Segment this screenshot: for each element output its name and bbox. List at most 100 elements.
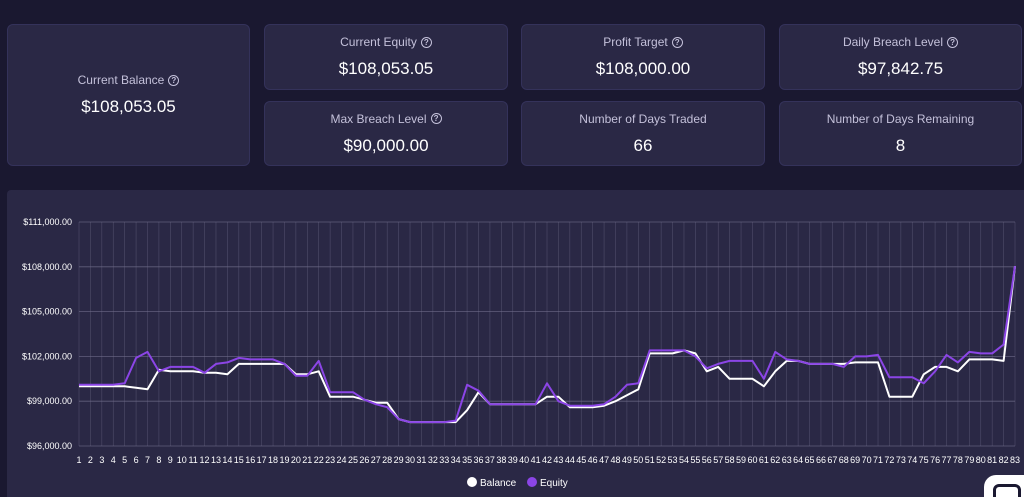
x-tick-label: 70 (862, 455, 872, 465)
x-tick-label: 34 (451, 455, 461, 465)
days-remaining-card: Number of Days Remaining 8 (779, 101, 1022, 166)
x-tick-label: 46 (588, 455, 598, 465)
days-remaining-label: Number of Days Remaining (826, 111, 975, 126)
x-tick-label: 78 (953, 455, 963, 465)
legend-marker-equity (527, 477, 537, 487)
x-tick-label: 56 (702, 455, 712, 465)
x-tick-label: 19 (279, 455, 289, 465)
daily-breach-level-card: Daily Breach Level ? $97,842.75 (779, 24, 1022, 90)
days-traded-card: Number of Days Traded 66 (521, 101, 765, 166)
days-remaining-value: 8 (895, 135, 906, 155)
x-tick-label: 62 (770, 455, 780, 465)
daily-breach-level-value: $97,842.75 (857, 59, 944, 78)
legend-marker-balance (467, 477, 477, 487)
x-tick-label: 57 (713, 455, 723, 465)
x-tick-label: 22 (314, 455, 324, 465)
x-tick-label: 5 (122, 455, 127, 465)
x-tick-label: 68 (839, 455, 849, 465)
help-icon[interactable]: ? (671, 36, 683, 48)
x-tick-label: 9 (168, 455, 173, 465)
x-tick-label: 50 (633, 455, 643, 465)
x-tick-label: 63 (782, 455, 792, 465)
x-tick-label: 6 (134, 455, 139, 465)
x-tick-label: 69 (850, 455, 860, 465)
x-tick-label: 14 (222, 455, 232, 465)
max-breach-level-label: Max Breach Level (330, 111, 427, 126)
x-tick-label: 8 (156, 455, 161, 465)
days-traded-label-row: Number of Days Traded (579, 112, 706, 126)
x-tick-label: 48 (610, 455, 620, 465)
x-tick-label: 61 (759, 455, 769, 465)
current-balance-card: Current Balance ? $108,053.05 (7, 24, 250, 166)
x-tick-label: 81 (987, 455, 997, 465)
x-tick-label: 54 (679, 455, 689, 465)
x-tick-label: 13 (211, 455, 221, 465)
x-tick-label: 39 (508, 455, 518, 465)
x-tick-label: 42 (542, 455, 552, 465)
x-tick-label: 30 (405, 455, 415, 465)
help-icon[interactable]: ? (430, 113, 442, 124)
x-tick-label: 67 (827, 455, 837, 465)
x-tick-label: 11 (188, 455, 197, 465)
current-balance-label: Current Balance (77, 73, 165, 87)
current-equity-card: Current Equity ? $108,053.05 (264, 24, 508, 90)
x-tick-label: 15 (234, 455, 244, 465)
equity-balance-chart-panel: $96,000.00 $99,000.00 $102,000.00 $105,000.… (7, 190, 1024, 497)
x-tick-label: 74 (907, 455, 917, 465)
x-tick-label: 2 (88, 455, 93, 465)
x-tick-label: 76 (930, 455, 940, 465)
days-traded-label: Number of Days Traded (579, 111, 707, 126)
help-icon[interactable]: ? (947, 36, 959, 48)
x-tick-label: 18 (268, 455, 278, 465)
x-tick-label: 64 (793, 455, 803, 465)
x-tick-label: 20 (291, 455, 301, 465)
daily-breach-level-label-row: Daily Breach Level ? (843, 35, 959, 49)
x-tick-label: 1 (76, 455, 81, 465)
x-tick-label: 33 (439, 455, 449, 465)
max-breach-level-label-row: Max Breach Level ? (330, 111, 442, 126)
days-remaining-label-row: Number of Days Remaining (827, 112, 974, 126)
x-tick-label: 31 (416, 455, 426, 465)
x-tick-label: 79 (964, 455, 974, 465)
chat-support-icon[interactable] (984, 475, 1024, 497)
x-tick-label: 55 (690, 455, 700, 465)
current-equity-value: $108,053.05 (338, 59, 434, 78)
x-tick-label: 71 (873, 455, 883, 465)
y-tick-label: $96,000.00 (27, 441, 72, 451)
profit-target-label: Profit Target (603, 35, 668, 49)
x-tick-label: 45 (576, 455, 586, 465)
current-equity-label-row: Current Equity ? (340, 35, 432, 49)
x-tick-label: 51 (645, 455, 655, 465)
y-tick-label: $111,000.00 (23, 217, 72, 227)
legend-label-equity: Equity (540, 478, 568, 489)
x-tick-label: 12 (200, 455, 210, 465)
help-icon[interactable]: ? (168, 74, 180, 86)
profit-target-value: $108,000.00 (595, 59, 691, 78)
y-tick-label: $108,000.00 (22, 262, 72, 272)
x-tick-label: 3 (99, 455, 104, 465)
x-tick-label: 21 (302, 455, 312, 465)
help-icon[interactable]: ? (420, 36, 432, 48)
x-tick-label: 36 (474, 455, 484, 465)
x-tick-label: 37 (485, 455, 495, 465)
x-tick-label: 28 (382, 455, 392, 465)
x-tick-label: 59 (736, 455, 746, 465)
y-tick-label: $105,000.00 (22, 307, 72, 317)
x-tick-label: 38 (496, 455, 506, 465)
x-tick-label: 40 (519, 455, 529, 465)
x-tick-label: 27 (371, 455, 381, 465)
x-tick-label: 10 (177, 455, 187, 465)
max-breach-level-card: Max Breach Level ? $90,000.00 (264, 101, 508, 166)
x-tick-label: 53 (668, 455, 678, 465)
x-tick-label: 44 (565, 455, 575, 465)
x-tick-label: 43 (553, 455, 563, 465)
y-tick-label: $102,000.00 (22, 351, 72, 361)
series-line-balance (79, 265, 1016, 424)
x-tick-label: 83 (1010, 455, 1020, 465)
max-breach-level-value: $90,000.00 (343, 135, 429, 155)
x-tick-label: 82 (999, 455, 1009, 465)
x-tick-label: 80 (976, 455, 986, 465)
days-traded-value: 66 (633, 135, 653, 155)
equity-balance-chart: $96,000.00 $99,000.00 $102,000.00 $105,000.… (22, 217, 1020, 489)
x-tick-label: 24 (337, 455, 347, 465)
